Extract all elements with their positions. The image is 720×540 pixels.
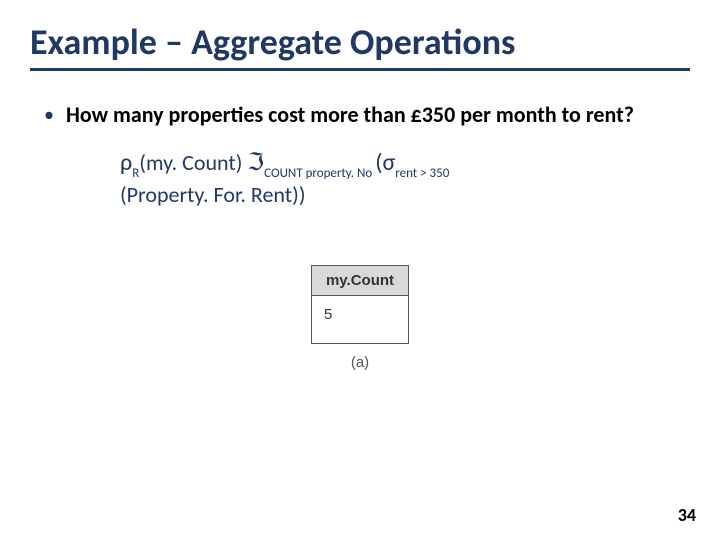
- slide-title: Example – Aggregate Operations: [30, 20, 690, 71]
- table-header: my.Count: [312, 266, 408, 296]
- slide: Example – Aggregate Operations • How man…: [0, 0, 720, 540]
- expr-line-1: ρR(my. Count) ℑCOUNT property. No (σrent…: [120, 147, 690, 181]
- bullet-text: How many properties cost more than £350 …: [66, 101, 634, 129]
- result-figure: my.Count 5 (a): [30, 265, 690, 371]
- aggregate-subscript: COUNT property. No: [264, 166, 375, 181]
- table-cell: 5: [312, 296, 408, 343]
- sigma-subscript: rent > 350: [395, 166, 449, 181]
- figure-caption: (a): [30, 354, 690, 371]
- relational-algebra-expression: ρR(my. Count) ℑCOUNT property. No (σrent…: [120, 147, 690, 210]
- expr-line-2: (Property. For. Rent)): [120, 181, 690, 210]
- page-number: 34: [678, 504, 696, 526]
- rho-subscript: R: [132, 166, 139, 181]
- bullet-dot-icon: •: [44, 101, 54, 129]
- rho-argument: (my. Count): [139, 149, 247, 176]
- bullet-item: • How many properties cost more than £35…: [44, 101, 690, 129]
- aggregate-symbol: ℑ: [247, 148, 264, 177]
- sigma-open: (σ: [375, 148, 395, 177]
- result-table: my.Count 5: [311, 265, 409, 344]
- rho-symbol: ρ: [120, 148, 132, 177]
